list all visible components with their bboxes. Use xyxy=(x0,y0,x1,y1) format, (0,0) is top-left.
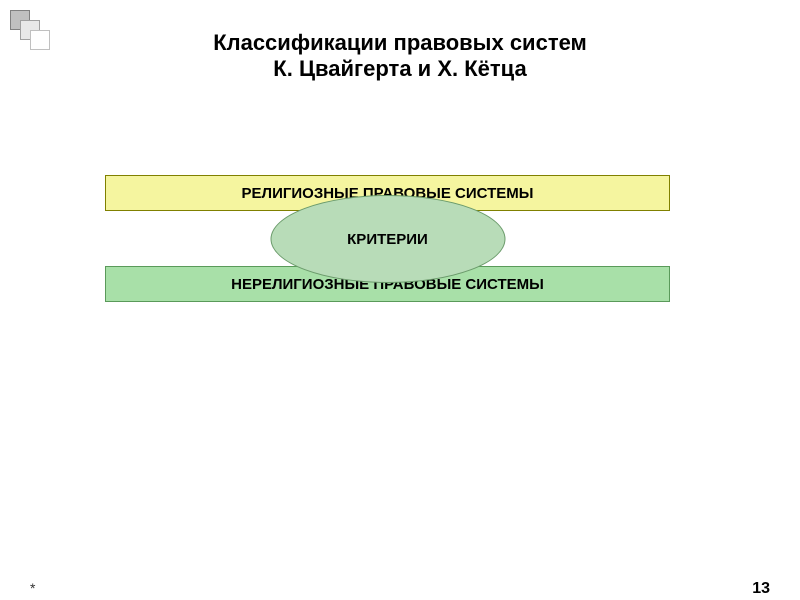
title-line-1: Классификации правовых систем xyxy=(0,30,800,56)
ellipse-label: КРИТЕРИИ xyxy=(347,231,428,248)
center-ellipse: КРИТЕРИИ xyxy=(270,195,505,283)
ellipse-container: КРИТЕРИИ xyxy=(270,195,505,283)
title-line-2: К. Цвайгерта и Х. Кётца xyxy=(0,56,800,82)
page-number: 13 xyxy=(752,580,770,598)
diagram-area: РЕЛИГИОЗНЫЕ ПРАВОВЫЕ СИСТЕМЫ КРИТЕРИИ НЕ… xyxy=(105,175,670,302)
title-block: Классификации правовых систем К. Цвайгер… xyxy=(0,30,800,82)
footer-mark: * xyxy=(30,580,35,596)
